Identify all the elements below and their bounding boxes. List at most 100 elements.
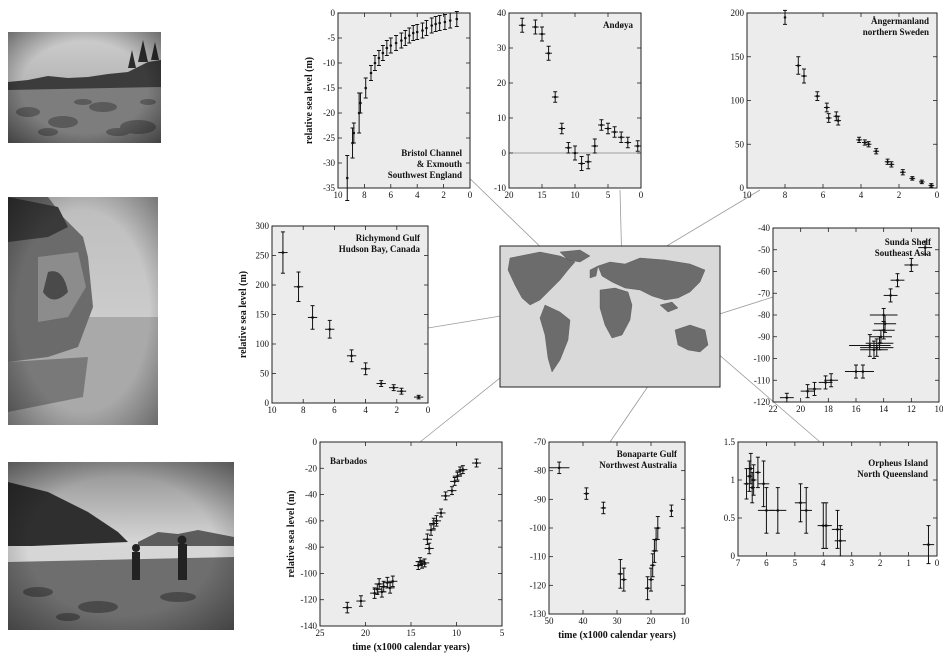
point-marker <box>748 474 751 478</box>
point-marker <box>540 32 544 36</box>
data-point <box>415 24 420 40</box>
data-point <box>617 559 624 589</box>
chart-barbados: -140 -120 -100 -80 -60 -40 -20 0 25 20 15 10 5 Barbad… <box>286 437 505 653</box>
x-tick-label: 7 <box>736 558 741 568</box>
point-marker <box>415 30 419 34</box>
chart-andoya: -10 0 10 20 30 40 20 15 10 5 0 Andøya <box>494 8 644 200</box>
x-tick-label: 6 <box>389 190 394 200</box>
data-point <box>873 314 897 333</box>
point-marker <box>281 251 285 254</box>
data-point <box>918 240 933 255</box>
point-marker <box>432 522 436 525</box>
point-marker <box>352 131 356 135</box>
data-point <box>545 45 552 61</box>
data-point <box>861 139 868 146</box>
data-point <box>360 362 371 376</box>
y-tick-label: -90 <box>758 332 770 342</box>
point-marker <box>861 370 865 373</box>
x-tick-label: 10 <box>935 404 943 414</box>
point-marker <box>863 141 867 144</box>
x-tick-label: 15 <box>538 190 548 200</box>
data-point <box>807 381 822 396</box>
point-marker <box>547 51 550 55</box>
data-point <box>869 307 898 323</box>
point-marker <box>573 151 577 155</box>
y-tick-label: 10 <box>497 113 507 123</box>
point-marker <box>394 41 398 45</box>
data-point <box>307 305 318 330</box>
data-point <box>455 466 465 476</box>
x-tick-label: 22 <box>769 404 778 414</box>
y-tick-label: 250 <box>256 251 270 261</box>
data-point <box>888 161 895 168</box>
data-point <box>890 273 905 288</box>
data-point <box>346 349 357 363</box>
data-point <box>403 30 408 46</box>
point-marker <box>927 543 930 546</box>
data-point <box>904 257 919 272</box>
data-point <box>883 288 898 303</box>
y-tick-label: -70 <box>534 437 546 447</box>
y-tick-label: -25 <box>323 133 335 143</box>
data-point <box>783 9 787 25</box>
x-tick-label: 8 <box>783 190 788 200</box>
point-marker <box>889 294 892 297</box>
chart-title-line: & Exmouth <box>417 159 462 169</box>
y-tick-label: 0 <box>331 8 336 18</box>
chart-title-line: Sunda Shelf <box>885 237 932 247</box>
point-marker <box>381 51 385 55</box>
x-tick-label: 10 <box>571 190 581 200</box>
point-marker <box>806 389 809 393</box>
point-marker <box>448 19 452 22</box>
chart-title-line: Northwest Australia <box>599 460 677 470</box>
x-tick-label: 18 <box>824 404 834 414</box>
point-marker <box>868 344 872 347</box>
x-tick-label: 30 <box>613 616 623 626</box>
point-marker <box>883 322 887 326</box>
data-point <box>447 486 457 496</box>
data-point <box>747 452 754 485</box>
x-axis-label: time (x1000 calendar years) <box>558 630 676 641</box>
data-point <box>452 471 462 481</box>
data-point <box>565 142 572 154</box>
data-point <box>779 392 794 403</box>
point-marker <box>377 56 381 60</box>
data-point <box>818 375 833 390</box>
point-marker <box>456 474 459 478</box>
data-point <box>649 553 656 578</box>
data-point <box>621 567 627 592</box>
data-point <box>448 12 453 29</box>
point-marker <box>567 146 570 150</box>
data-point <box>413 394 424 400</box>
point-marker <box>455 17 459 21</box>
chart-title-line: Ångermanland <box>871 16 929 26</box>
x-tick-label: 15 <box>407 628 417 638</box>
point-marker <box>328 327 332 331</box>
y-tick-label: 100 <box>256 339 270 349</box>
y-tick-label: -60 <box>758 267 770 277</box>
y-tick-label: -20 <box>305 463 317 473</box>
plot-area <box>319 441 503 627</box>
data-point <box>389 384 399 392</box>
point-marker <box>804 509 808 512</box>
point-marker <box>435 519 438 523</box>
x-tick-label: 0 <box>639 190 644 200</box>
data-point <box>591 138 599 154</box>
point-marker <box>364 86 368 90</box>
x-tick-label: 6 <box>764 558 769 568</box>
data-point <box>399 32 404 49</box>
data-point <box>860 340 888 359</box>
data-point <box>450 476 460 486</box>
point-marker <box>622 578 626 581</box>
point-marker <box>749 467 753 470</box>
data-point <box>571 145 579 161</box>
data-point <box>835 115 842 126</box>
y-tick-label: 0 <box>740 183 745 193</box>
point-marker <box>425 26 428 30</box>
point-marker <box>923 246 927 249</box>
point-marker <box>373 591 376 595</box>
point-marker <box>649 578 653 581</box>
point-marker <box>825 106 829 109</box>
point-marker <box>404 36 407 40</box>
